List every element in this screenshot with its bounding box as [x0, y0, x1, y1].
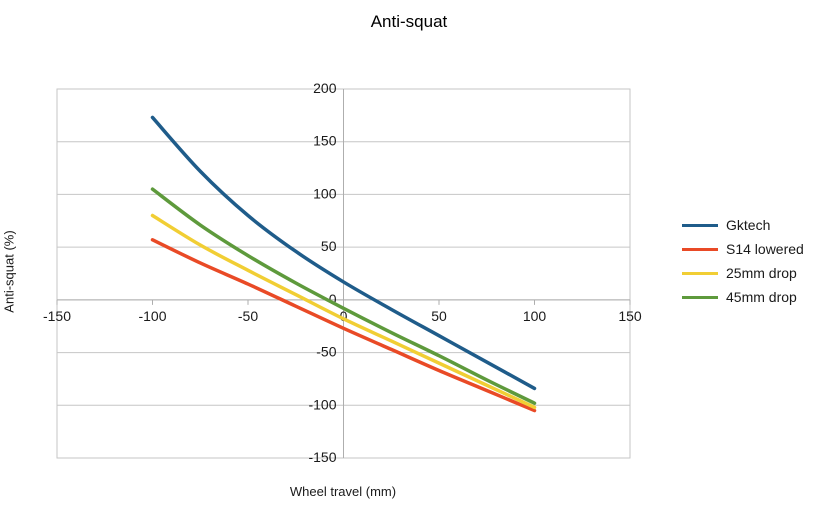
y-tick-label: 50 [321, 238, 337, 254]
y-axis-title: Anti-squat (%) [1, 230, 17, 313]
legend-label: S14 lowered [726, 241, 804, 257]
x-tick-label: 50 [431, 308, 447, 324]
legend-label: 45mm drop [726, 289, 797, 305]
x-tick-label: -150 [43, 308, 71, 324]
legend-swatch [682, 223, 718, 227]
legend-label: 25mm drop [726, 265, 797, 281]
x-tick-label: -50 [238, 308, 258, 324]
y-tick-label: -150 [308, 449, 336, 465]
legend-item: S14 lowered [682, 237, 804, 261]
y-tick-label: -50 [316, 344, 336, 360]
legend-swatch [682, 247, 718, 251]
y-tick-label: 100 [313, 185, 337, 201]
legend-swatch [682, 295, 718, 299]
series-line-s14-lowered [150, 238, 537, 413]
legend-label: Gktech [726, 217, 771, 233]
y-tick-label: 200 [313, 80, 337, 96]
legend-swatch [682, 271, 718, 275]
x-tick-label: 100 [523, 308, 547, 324]
series-line-gktech [150, 115, 537, 391]
x-tick-label: 150 [618, 308, 642, 324]
series-line-25mm-drop [150, 213, 537, 410]
legend-item: 25mm drop [682, 261, 804, 285]
legend-item: Gktech [682, 213, 804, 237]
y-tick-label: -100 [308, 396, 336, 412]
series-line-45mm-drop [150, 187, 537, 405]
y-tick-label: 0 [329, 291, 337, 307]
x-tick-label: 0 [340, 308, 348, 324]
x-axis-title: Wheel travel (mm) [289, 484, 397, 499]
legend: Gktech S14 lowered 25mm drop 45mm drop [682, 213, 804, 309]
chart-title: Anti-squat [370, 12, 448, 31]
y-tick-label: 150 [313, 133, 337, 149]
x-tick-label: -100 [138, 308, 166, 324]
legend-item: 45mm drop [682, 285, 804, 309]
